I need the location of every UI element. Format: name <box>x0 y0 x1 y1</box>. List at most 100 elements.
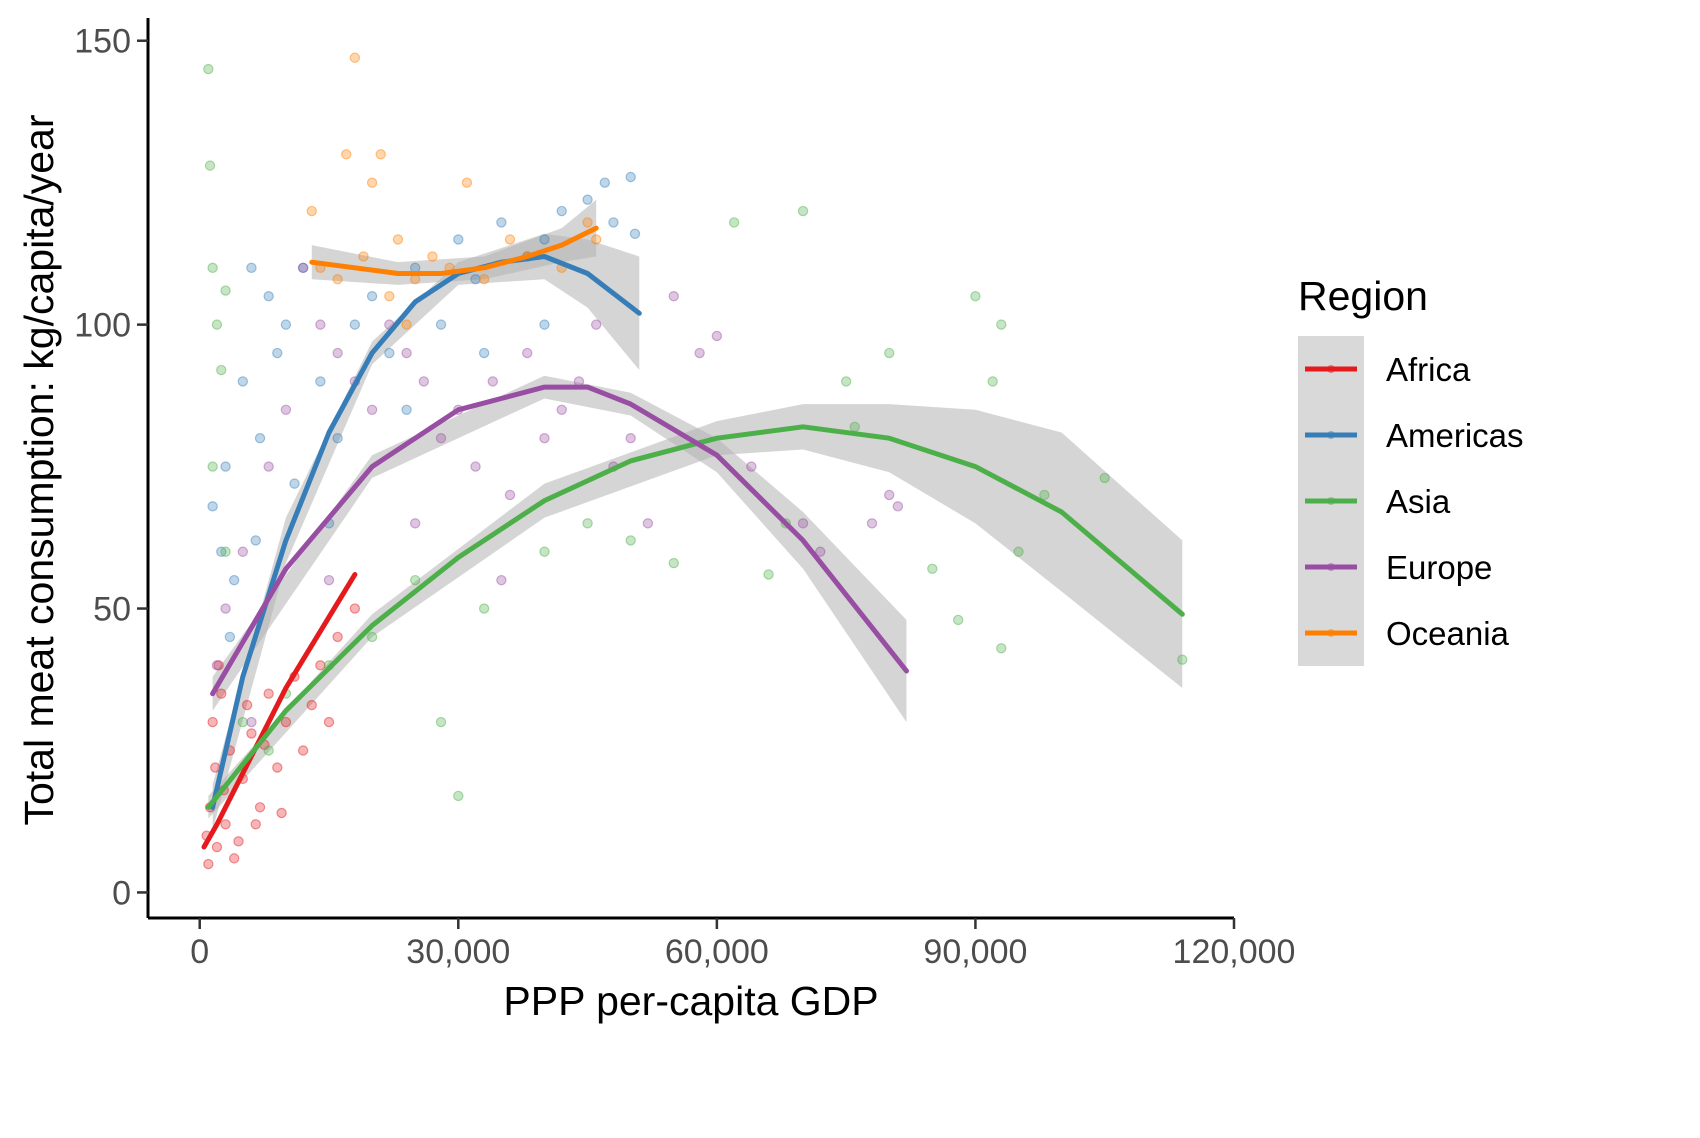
data-point-europe <box>211 660 223 671</box>
data-point-oceania <box>590 234 602 245</box>
data-point-asia <box>625 535 636 546</box>
data-point-americas <box>608 217 619 228</box>
data-point-asia <box>409 574 421 586</box>
x-tick-label: 30,000 <box>406 933 510 971</box>
data-point-africa <box>349 603 361 614</box>
data-point-europe <box>496 574 507 586</box>
data-point-africa <box>263 688 274 699</box>
legend-point-africa <box>1327 365 1335 373</box>
data-point-europe <box>246 716 257 728</box>
fit-line-asia <box>205 424 1185 810</box>
data-point-americas <box>216 546 227 557</box>
data-point-africa <box>216 688 227 699</box>
data-point-europe <box>539 432 550 444</box>
data-point-europe <box>487 376 498 387</box>
data-point-europe <box>315 319 326 330</box>
data-point-asia <box>970 291 981 302</box>
data-point-europe <box>522 347 533 359</box>
data-point-asia <box>927 563 938 574</box>
data-point-oceania <box>341 149 352 160</box>
data-point-asia <box>435 716 447 728</box>
data-point-oceania <box>306 205 317 217</box>
data-point-europe <box>668 291 679 302</box>
data-point-americas <box>366 291 378 302</box>
data-point-africa <box>246 728 257 739</box>
data-point-americas <box>478 347 490 359</box>
data-point-europe <box>366 404 378 415</box>
data-point-asia <box>763 569 774 580</box>
x-tick-label: 120,000 <box>1173 933 1296 971</box>
data-point-americas <box>599 177 611 188</box>
data-point-europe <box>746 461 757 472</box>
confidence-band-oceania <box>311 199 597 285</box>
data-point-asia <box>204 160 216 171</box>
data-point-americas <box>349 319 361 330</box>
data-point-europe <box>815 546 826 557</box>
x-tick-label: 60,000 <box>665 933 769 971</box>
y-tick-label: 150 <box>74 23 131 61</box>
legend-point-asia <box>1327 497 1335 505</box>
data-point-asia <box>987 376 998 387</box>
data-point-americas <box>228 574 240 586</box>
data-point-asia <box>996 319 1007 330</box>
data-point-asia <box>1177 654 1188 665</box>
data-point-africa <box>323 716 335 728</box>
x-tick-label: 90,000 <box>923 933 1027 971</box>
data-point-asia <box>203 63 214 75</box>
fit-line-oceania <box>309 225 599 276</box>
data-point-africa <box>272 762 283 773</box>
confidence-band-americas <box>212 233 640 830</box>
legend-label-asia: Asia <box>1386 483 1451 520</box>
data-point-europe <box>884 489 895 501</box>
fit-line-americas <box>210 254 642 810</box>
data-point-europe <box>220 603 231 614</box>
data-point-oceania <box>358 251 369 262</box>
data-point-americas <box>315 376 326 387</box>
data-point-americas <box>625 171 636 183</box>
data-point-europe <box>797 518 809 529</box>
data-point-asia <box>952 614 964 626</box>
data-point-africa <box>207 716 218 728</box>
data-point-asia <box>220 285 231 296</box>
legend-point-americas <box>1327 431 1335 439</box>
data-point-asia <box>207 262 218 274</box>
data-point-oceania <box>504 234 516 245</box>
data-point-asia <box>996 643 1007 654</box>
data-point-asia <box>263 745 274 756</box>
data-point-americas <box>220 461 231 472</box>
data-point-europe <box>590 319 602 330</box>
data-point-africa <box>254 802 266 813</box>
data-point-asia <box>478 603 490 614</box>
data-point-asia <box>539 546 550 557</box>
data-point-oceania <box>392 234 404 245</box>
data-point-asia <box>216 364 227 376</box>
data-point-americas <box>272 347 283 359</box>
fit-line-africa <box>201 572 358 850</box>
data-point-africa <box>203 858 214 870</box>
data-point-americas <box>582 194 593 205</box>
data-point-asia <box>849 421 860 433</box>
data-point-americas <box>470 273 481 285</box>
data-point-oceania <box>384 291 395 302</box>
data-point-europe <box>504 489 516 501</box>
data-point-asia <box>207 461 218 472</box>
data-point-africa <box>315 660 326 671</box>
data-point-americas <box>297 262 309 274</box>
legend-title: Region <box>1298 273 1428 319</box>
data-point-americas <box>250 535 261 546</box>
data-point-americas <box>289 478 300 489</box>
data-point-asia <box>237 716 249 728</box>
data-point-europe <box>556 404 567 415</box>
data-point-africa <box>233 836 244 847</box>
data-point-europe <box>280 404 292 415</box>
data-point-europe <box>401 347 412 359</box>
data-point-americas <box>556 205 567 217</box>
data-point-americas <box>496 217 507 228</box>
data-point-europe <box>866 518 878 529</box>
axis-ticks: 0 30,000 60,000 90,000 120,000 0 50 100 150 <box>74 23 1295 971</box>
data-point-oceania <box>401 319 412 330</box>
x-tick-label: 0 <box>190 933 209 971</box>
data-point-europe <box>237 546 249 557</box>
data-point-africa <box>297 745 309 756</box>
legend-point-oceania <box>1327 629 1335 637</box>
